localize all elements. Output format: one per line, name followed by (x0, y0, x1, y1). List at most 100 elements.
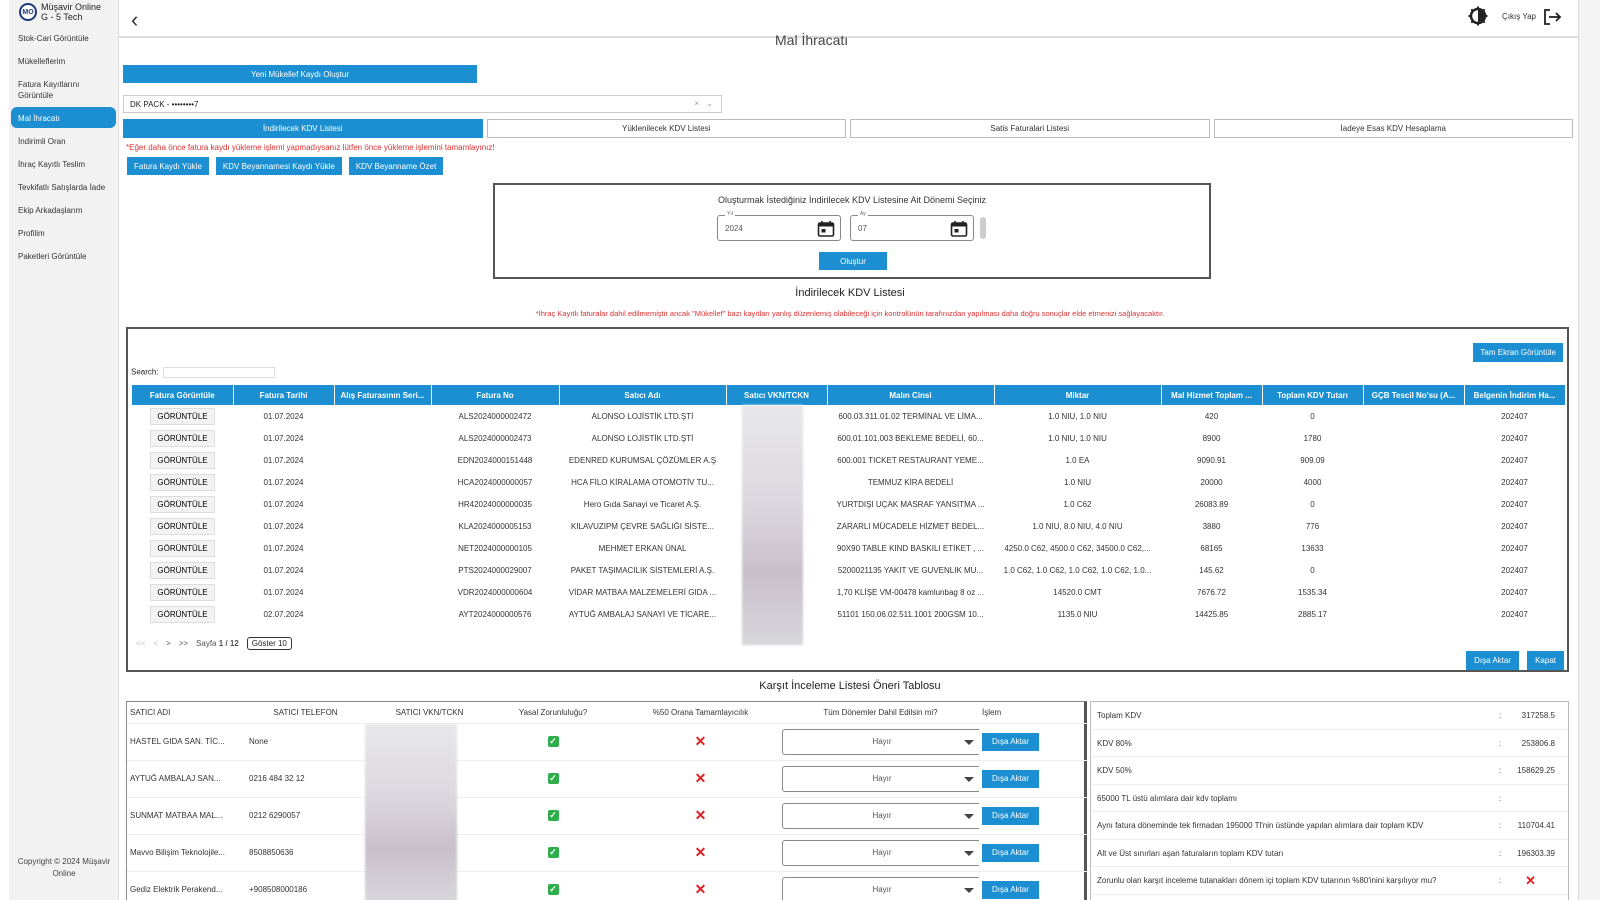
view-invoice-button[interactable]: GÖRÜNTÜLE (150, 495, 215, 513)
cell-seller-phone: +908508000186 (239, 870, 372, 900)
last-page-button[interactable]: >> (178, 639, 189, 648)
view-invoice-button[interactable]: GÖRÜNTÜLE (150, 561, 215, 579)
cell-seller-name: Mavvo Bilişim Teknolojile... (127, 833, 239, 871)
column-header[interactable]: Alış Faturasının Seri... (334, 385, 432, 405)
sidebar-item-indirimli-oran[interactable]: İndirimli Oran (18, 137, 66, 146)
search-input[interactable] (162, 367, 275, 378)
summary-label: Toplam KDV (1097, 711, 1142, 720)
summary-separator: : (1499, 821, 1502, 830)
sidebar-item-ihrac-kayitli[interactable]: İhraç Kayıtlı Teslim (18, 160, 85, 169)
tab-satis-faturalari[interactable]: Satis Faturalari Listesi (850, 119, 1210, 138)
fullscreen-button[interactable]: Tam Ekran Görüntüle (1473, 343, 1563, 362)
view-invoice-button[interactable]: GÖRÜNTÜLE (150, 605, 215, 623)
sidebar-item-fatura-kayitlari[interactable]: Fatura Kayıtlarını Görüntüle (18, 80, 80, 100)
back-arrow-icon[interactable]: ‹ (131, 7, 139, 32)
column-header[interactable]: Fatura Tarihi (233, 385, 335, 405)
upload-declaration-button[interactable]: KDV Beyannamesi Kaydı Yükle (215, 157, 342, 175)
calendar-icon[interactable] (816, 219, 836, 239)
cell-kdv: 1535.34 (1298, 587, 1327, 597)
page-size-select[interactable]: Göster 10 (246, 637, 292, 650)
sidebar-item-stok-cari[interactable]: Stok-Cari Görüntüle (18, 34, 89, 43)
export-row-button[interactable]: Dışa Aktar (982, 769, 1039, 788)
column-header[interactable]: Fatura Görüntüle (132, 385, 234, 405)
all-periods-dropdown[interactable]: Hayır (782, 802, 979, 829)
column-header[interactable]: Satıcı VKN/TCKN (726, 385, 828, 405)
cell-toplam: 145.62 (1199, 565, 1224, 575)
sidebar-item-paketler[interactable]: Paketleri Görüntüle (18, 252, 87, 261)
cell-toplam: 7676.72 (1197, 587, 1226, 597)
all-periods-dropdown[interactable]: Hayır (782, 876, 979, 900)
first-page-button[interactable]: << (136, 639, 146, 648)
summary-label: Zorunlu olan karşıt inceleme tutanakları… (1097, 876, 1437, 885)
view-invoice-button[interactable]: GÖRÜNTÜLE (150, 473, 215, 491)
export-row-button[interactable]: Dışa Aktar (982, 806, 1039, 825)
new-taxpayer-button[interactable]: Yeni Mükellef Kaydı Oluştur (123, 65, 477, 83)
month-field[interactable]: Ay 07 (850, 211, 974, 241)
view-invoice-button[interactable]: GÖRÜNTÜLE (150, 407, 215, 425)
cell-seri (334, 559, 431, 581)
summary-row: Aynı fatura döneminde tek firmadan 19500… (1091, 812, 1568, 840)
company-select[interactable]: DK PACK - ••••••••7 × ⌄ (123, 95, 722, 113)
sidebar-item-ekip[interactable]: Ekip Arkadaşlarım (18, 206, 83, 215)
next-page-button[interactable]: > (166, 639, 171, 648)
create-button[interactable]: Oluştur (819, 252, 887, 270)
table-row: GÖRÜNTÜLE 01.07.2024 VDR2024000000604 VİDAR… (132, 581, 1565, 603)
close-button[interactable]: Kapat (1527, 651, 1564, 670)
cell-kdv: 13633 (1301, 543, 1324, 553)
redacted-vkn-column (742, 405, 803, 645)
column-header[interactable]: Satıcı Adı (559, 385, 727, 405)
column-header[interactable]: Fatura No (431, 385, 560, 405)
logout-icon[interactable] (1542, 7, 1562, 27)
list-title: İndirilecek KDV Listesi (795, 287, 905, 299)
sidebar-item-profilim[interactable]: Profilim (18, 229, 45, 238)
year-field[interactable]: Yıl 2024 (717, 211, 841, 241)
cell-date: 01.07.2024 (263, 411, 304, 421)
export-row-button[interactable]: Dışa Aktar (982, 843, 1039, 862)
brand-title: Müşavir Online (41, 2, 102, 12)
column-header[interactable]: Belgenin İndirim Ha... (1464, 385, 1566, 405)
cross-icon: ✕ (694, 733, 707, 749)
declaration-summary-button[interactable]: KDV Beyanname Özet (348, 157, 444, 175)
view-invoice-button[interactable]: GÖRÜNTÜLE (150, 429, 215, 447)
view-invoice-button[interactable]: GÖRÜNTÜLE (150, 539, 215, 557)
view-invoice-button[interactable]: GÖRÜNTÜLE (150, 517, 215, 535)
cell-view: GÖRÜNTÜLE (132, 537, 233, 559)
upload-invoice-button[interactable]: Fatura Kaydı Yükle (127, 157, 209, 175)
column-header[interactable]: Toplam KDV Tutarı (1262, 385, 1364, 405)
logout-label[interactable]: Çıkış Yap (1502, 12, 1536, 21)
calendar-icon[interactable] (949, 219, 969, 239)
all-periods-dropdown[interactable]: Hayır (782, 728, 979, 755)
tab-yuklenilecek-kdv[interactable]: Yüklenilecek KDV Listesi (486, 119, 846, 138)
scroll-handle[interactable] (980, 217, 986, 239)
theme-toggle-icon[interactable] (1468, 6, 1488, 26)
check-icon: ✓ (547, 810, 559, 821)
column-header[interactable]: Malın Cinsi (827, 385, 995, 405)
export-row-button[interactable]: Dışa Aktar (982, 732, 1039, 751)
sidebar-item-mukelleflerim[interactable]: Mükelleflerim (18, 57, 66, 66)
karsit-row: SUNMAT MATBAA MAL... 0212 6290057 ✓ ✕ Hayır D… (127, 796, 1087, 834)
all-periods-dropdown[interactable]: Hayır (782, 765, 979, 792)
all-periods-dropdown[interactable]: Hayır (782, 839, 979, 866)
column-header[interactable]: GÇB Tescil No'su (A... (1363, 385, 1465, 405)
cell-toplam: 420 (1204, 411, 1219, 421)
summary-row: Toplam KDV: 317258.5 (1091, 702, 1568, 730)
chevron-down-icon[interactable]: ⌄ (706, 99, 713, 108)
list-warning: *İhraç Kayıtlı faturalar dahil edilmemiş… (535, 309, 1165, 318)
export-button[interactable]: Dışa Aktar (1466, 651, 1519, 670)
tab-iade-hesaplama[interactable]: İadeye Esas KDV Hesaplama (1213, 119, 1573, 138)
tab-indirilecek-kdv[interactable]: İndirilecek KDV Listesi (123, 119, 483, 138)
view-invoice-button[interactable]: GÖRÜNTÜLE (150, 451, 215, 469)
export-row-button[interactable]: Dışa Aktar (982, 880, 1039, 899)
sidebar-item-mal-ihracati[interactable]: Mal İhracatı (11, 107, 116, 128)
sidebar-item-tevkifatli[interactable]: Tevkifatlı Satışlarda İade (18, 183, 106, 192)
cell-satici: ALONSO LOJİSTİK LTD.ŞTİ (591, 433, 694, 443)
cell-donem: 202407 (1501, 411, 1528, 421)
table-row: GÖRÜNTÜLE 01.07.2024 HCA2024000000057 HCA F… (132, 471, 1565, 493)
view-invoice-button[interactable]: GÖRÜNTÜLE (150, 583, 215, 601)
prev-page-button[interactable]: < (153, 639, 159, 648)
clear-icon[interactable]: × (694, 99, 699, 108)
column-header[interactable]: Miktar (994, 385, 1162, 405)
summary-separator: : (1499, 766, 1502, 775)
column-header[interactable]: Mal Hizmet Toplam ... (1161, 385, 1263, 405)
cell-date: 01.07.2024 (263, 455, 304, 465)
